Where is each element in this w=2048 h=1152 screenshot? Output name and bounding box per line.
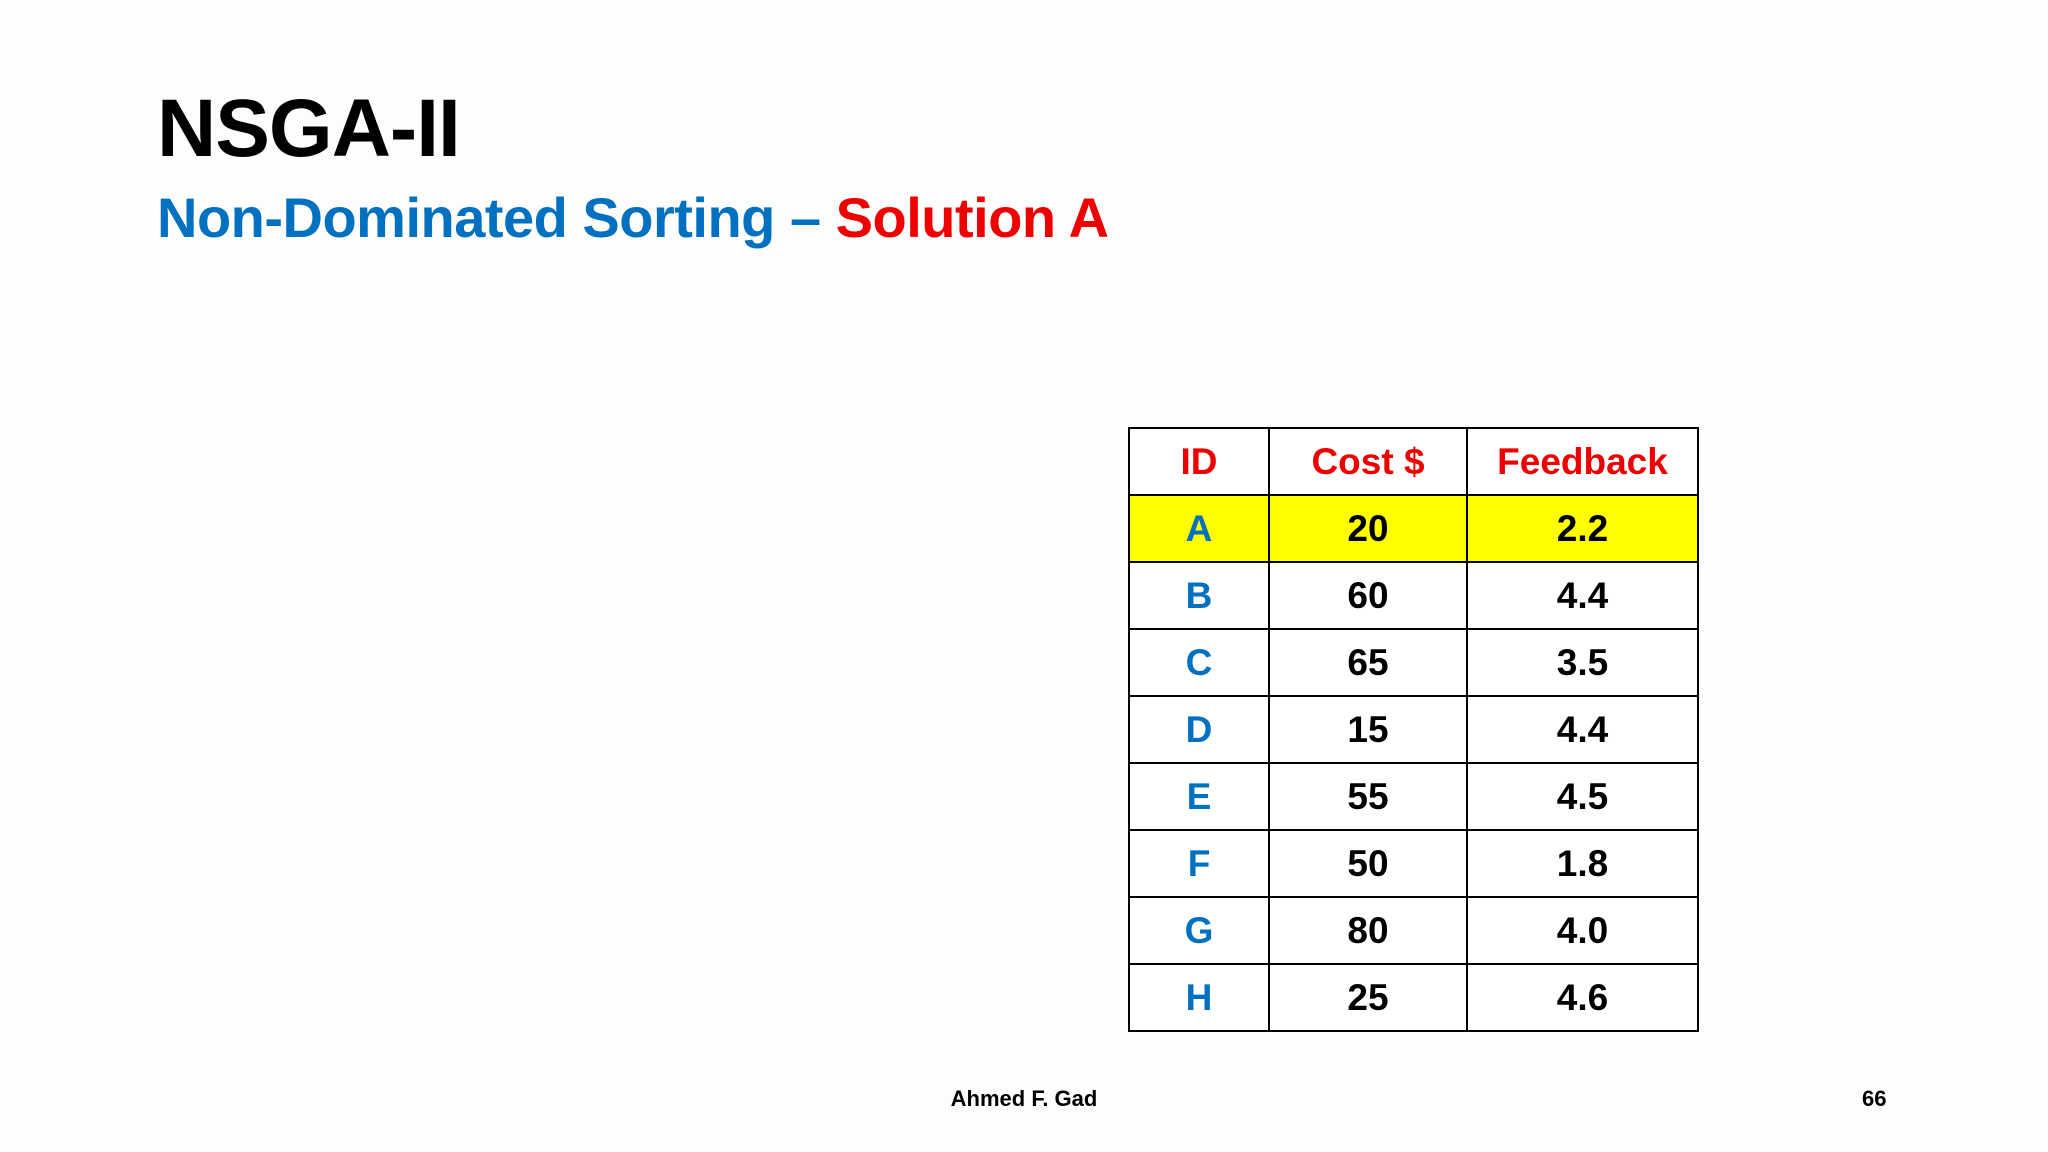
subtitle-main: Non-Dominated Sorting bbox=[157, 186, 775, 249]
cell-cost: 20 bbox=[1268, 494, 1468, 563]
cell-feedback: 4.4 bbox=[1466, 561, 1699, 630]
cell-id: B bbox=[1128, 561, 1270, 630]
table-row: A 20 2.2 bbox=[1128, 494, 1699, 563]
table-row: H 25 4.6 bbox=[1128, 963, 1699, 1032]
table-row: G 80 4.0 bbox=[1128, 896, 1699, 965]
slide-title: NSGA-II bbox=[157, 83, 461, 174]
table-row: B 60 4.4 bbox=[1128, 561, 1699, 630]
cell-id: C bbox=[1128, 628, 1270, 697]
cell-feedback: 3.5 bbox=[1466, 628, 1699, 697]
cell-cost: 25 bbox=[1268, 963, 1468, 1032]
cell-cost: 15 bbox=[1268, 695, 1468, 764]
cell-cost: 50 bbox=[1268, 829, 1468, 898]
footer-author: Ahmed F. Gad bbox=[950, 1086, 1098, 1111]
table-row: E 55 4.5 bbox=[1128, 762, 1699, 831]
table-row: F 50 1.8 bbox=[1128, 829, 1699, 898]
table-row: D 15 4.4 bbox=[1128, 695, 1699, 764]
table-header-row: ID Cost $ Feedback bbox=[1128, 427, 1699, 496]
cell-feedback: 4.0 bbox=[1466, 896, 1699, 965]
cell-cost: 65 bbox=[1268, 628, 1468, 697]
solutions-table: ID Cost $ Feedback A 20 2.2 B 60 4.4 C 65 3.5 D 15… bbox=[1128, 427, 1699, 1032]
subtitle-separator: – bbox=[774, 186, 836, 249]
cell-feedback: 2.2 bbox=[1466, 494, 1699, 563]
cell-id: G bbox=[1128, 896, 1270, 965]
table-row: C 65 3.5 bbox=[1128, 628, 1699, 697]
cell-id: A bbox=[1128, 494, 1270, 563]
cell-cost: 60 bbox=[1268, 561, 1468, 630]
cell-cost: 80 bbox=[1268, 896, 1468, 965]
cell-feedback: 4.5 bbox=[1466, 762, 1699, 831]
cell-cost: 55 bbox=[1268, 762, 1468, 831]
table-body: A 20 2.2 B 60 4.4 C 65 3.5 D 15 4.4 E 55 4.5 F 50 1.8 G 80 4… bbox=[1128, 494, 1699, 1032]
page-number: 66 bbox=[1862, 1086, 1887, 1111]
cell-feedback: 4.6 bbox=[1466, 963, 1699, 1032]
header-id: ID bbox=[1128, 427, 1270, 496]
cell-id: D bbox=[1128, 695, 1270, 764]
cell-id: E bbox=[1128, 762, 1270, 831]
header-feedback: Feedback bbox=[1466, 427, 1699, 496]
cell-feedback: 4.4 bbox=[1466, 695, 1699, 764]
cell-id: H bbox=[1128, 963, 1270, 1032]
cell-id: F bbox=[1128, 829, 1270, 898]
header-cost: Cost $ bbox=[1268, 427, 1468, 496]
subtitle-accent: Solution A bbox=[835, 186, 1109, 249]
cell-feedback: 1.8 bbox=[1466, 829, 1699, 898]
slide-subtitle: Non-Dominated Sorting – Solution A bbox=[157, 190, 1109, 246]
